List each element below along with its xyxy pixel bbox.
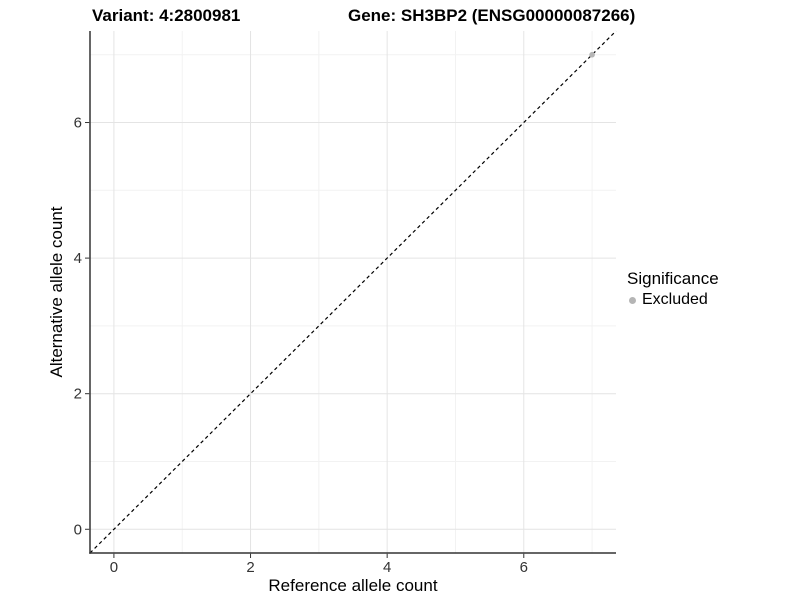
y-tick-label: 6 [74, 115, 82, 132]
x-tick-label: 4 [383, 559, 391, 576]
x-tick-label: 0 [110, 559, 118, 576]
legend-item-excluded: Excluded [627, 291, 719, 309]
excluded-point-icon [629, 296, 636, 304]
legend-title: Significance [627, 269, 719, 288]
x-tick-label: 2 [246, 559, 254, 576]
y-axis-label: Alternative allele count [47, 206, 66, 378]
x-tick-label: 6 [520, 559, 528, 576]
data-point-excluded [589, 51, 595, 58]
legend: Significance Excluded [627, 268, 719, 309]
y-tick-label: 0 [74, 521, 82, 538]
legend-item-label: Excluded [642, 291, 708, 309]
y-tick-label: 2 [74, 386, 82, 403]
identity-reference-line [89, 30, 617, 554]
x-axis-label: Reference allele count [268, 576, 438, 595]
plot-title-variant: Variant: 4:2800981 [92, 6, 241, 25]
plot-title-gene: Gene: SH3BP2 (ENSG00000087266) [348, 6, 636, 25]
y-tick-label: 4 [74, 250, 82, 267]
